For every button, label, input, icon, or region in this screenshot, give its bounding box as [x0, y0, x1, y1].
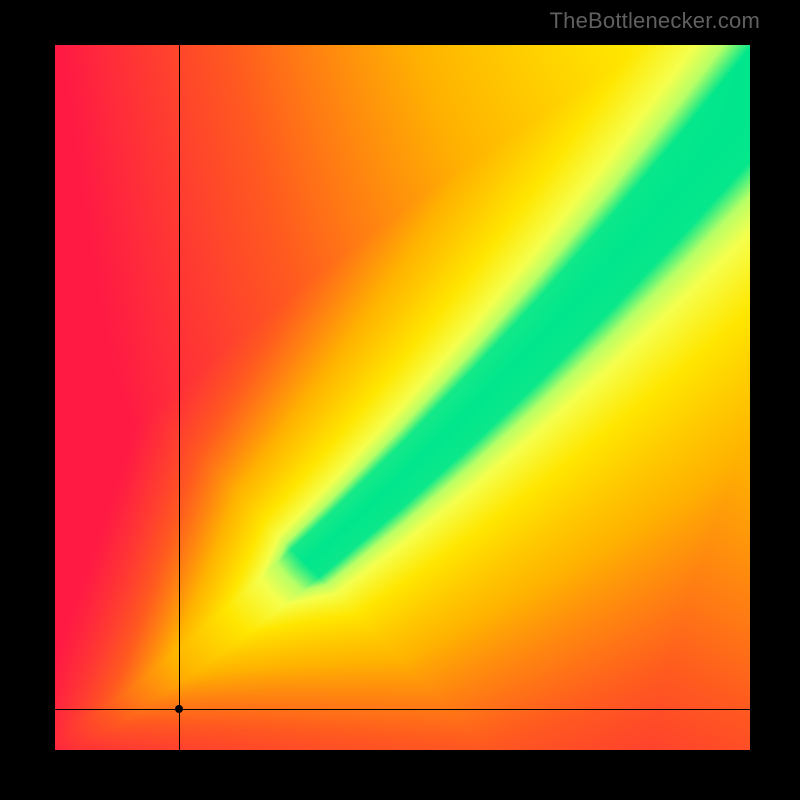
- crosshair-marker: [175, 705, 183, 713]
- watermark-text: TheBottlenecker.com: [550, 8, 760, 34]
- heatmap-canvas: [55, 45, 750, 750]
- chart-container: TheBottlenecker.com: [0, 0, 800, 800]
- heatmap-plot: [55, 45, 750, 750]
- crosshair-vertical: [179, 45, 180, 750]
- crosshair-horizontal: [55, 709, 750, 710]
